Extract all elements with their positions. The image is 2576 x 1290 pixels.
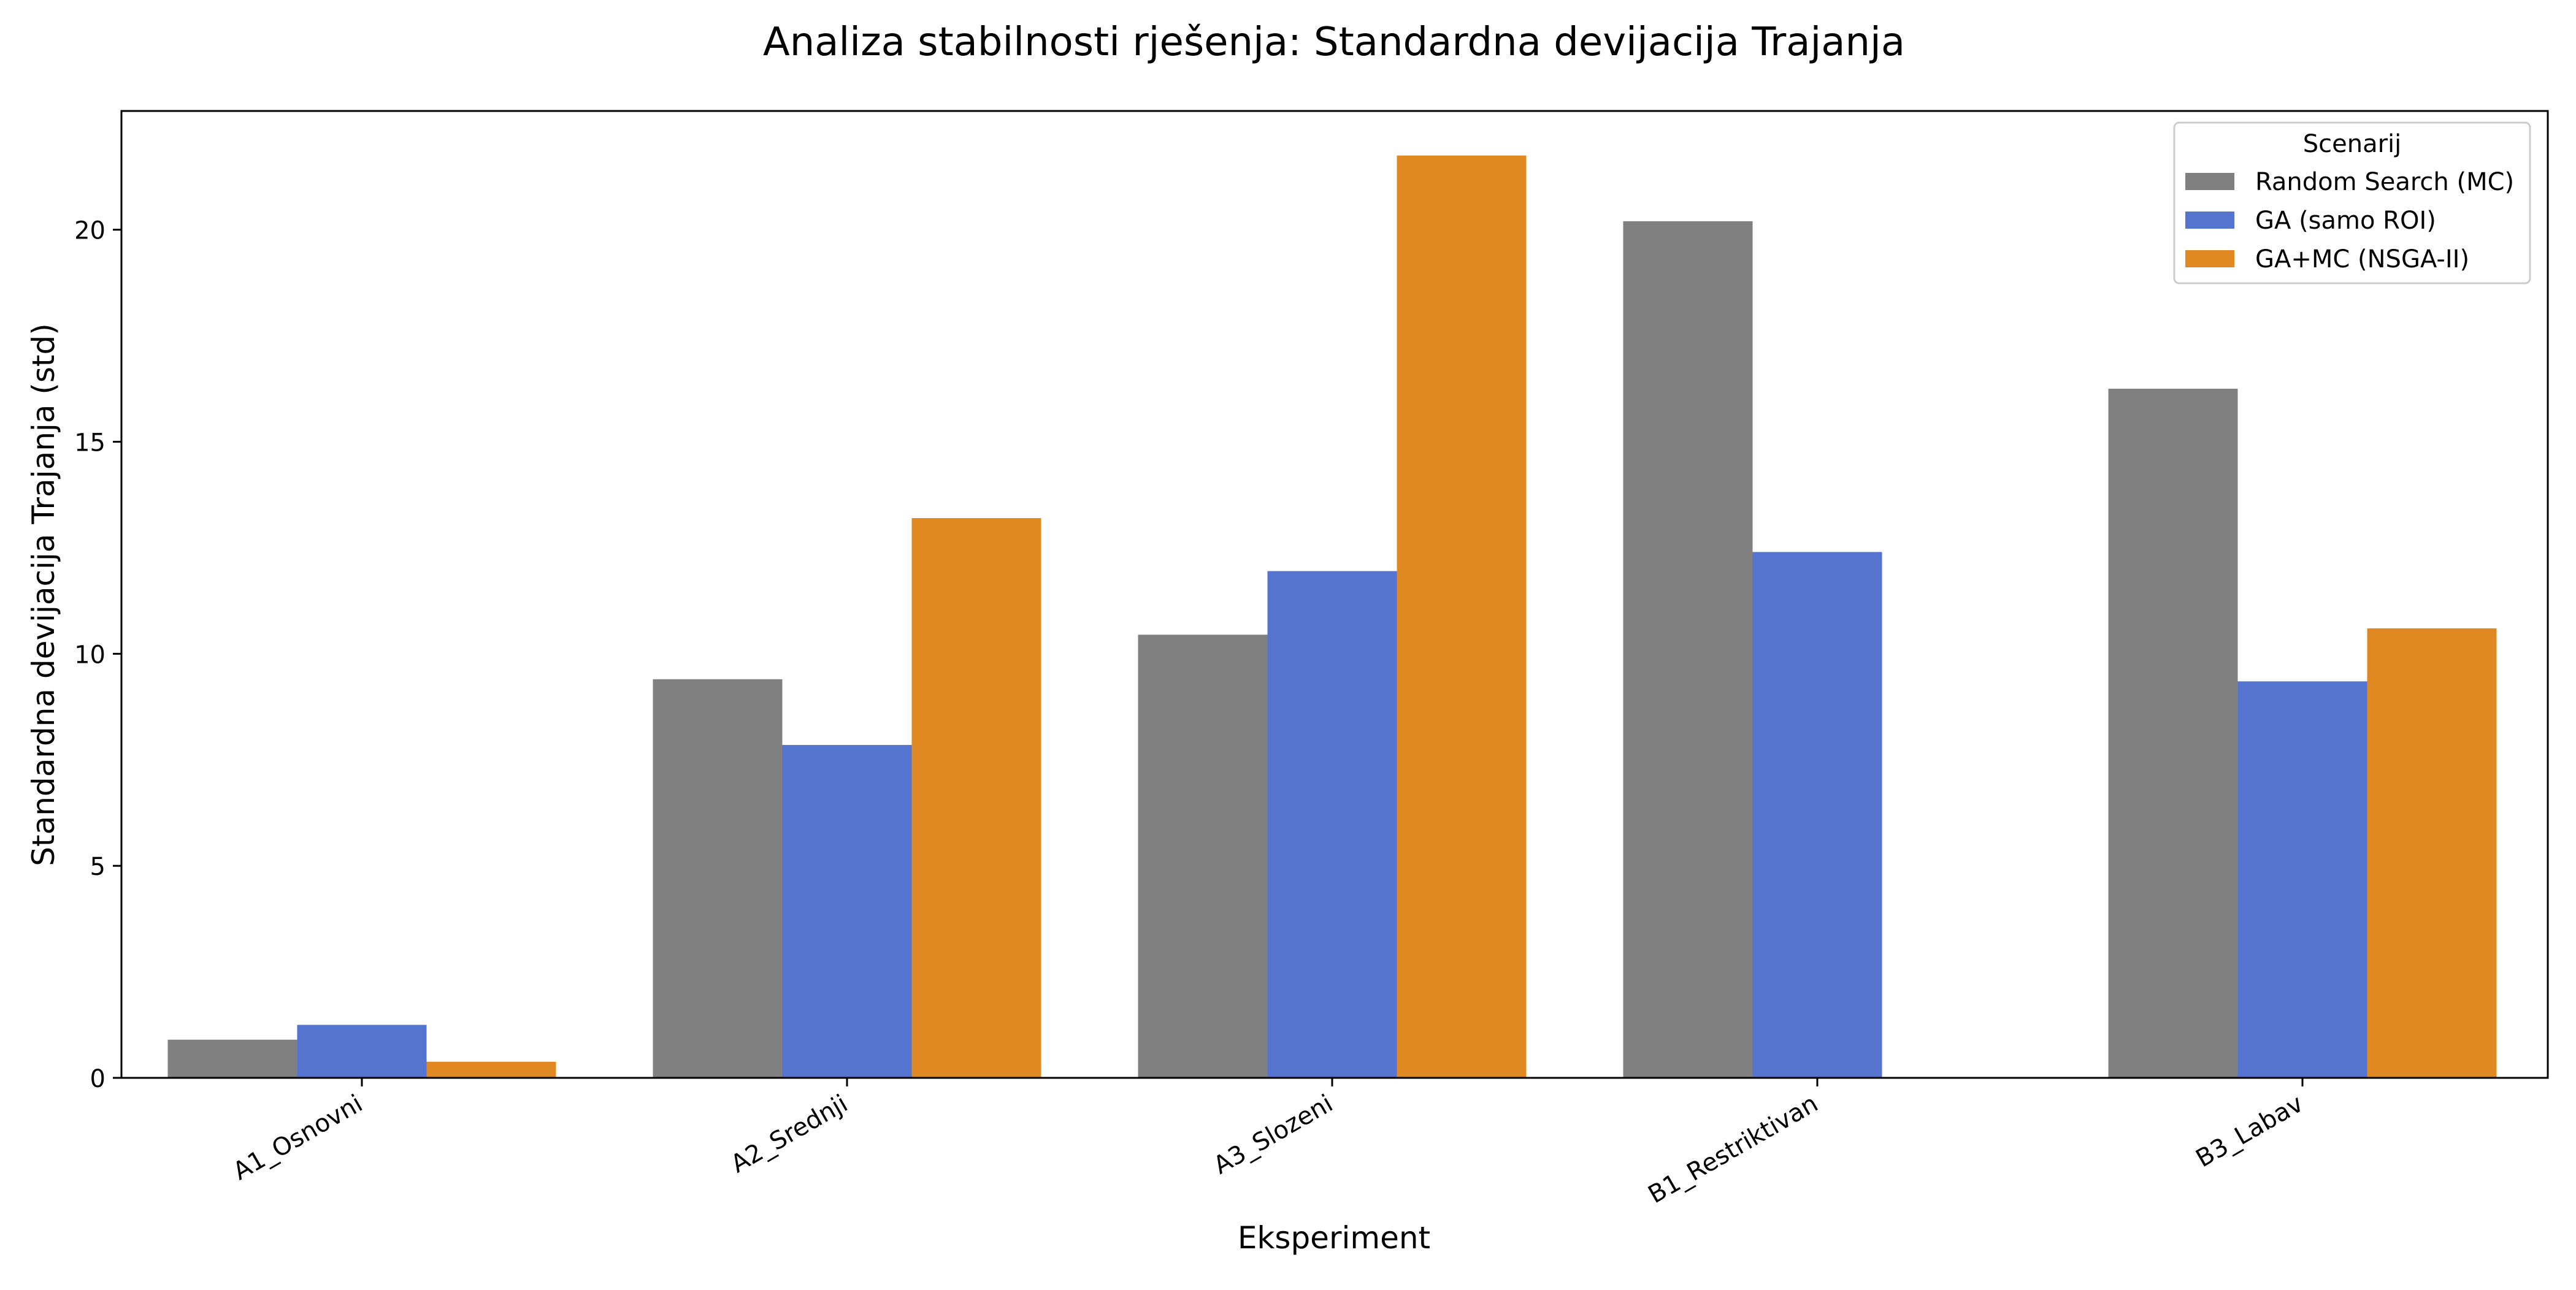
y-tick-label: 10 bbox=[74, 641, 105, 669]
bar-A3_Slozeni-s2 bbox=[1397, 155, 1527, 1078]
x-axis-label: Eksperiment bbox=[1238, 1220, 1430, 1256]
legend-title: Scenarij bbox=[2303, 130, 2402, 158]
legend-swatch-s0 bbox=[2185, 173, 2234, 190]
y-axis-label: Standardna devijacija Trajanja (std) bbox=[26, 323, 61, 866]
legend-swatch-s2 bbox=[2185, 250, 2234, 267]
chart-title: Analiza stabilnosti rješenja: Standardna… bbox=[763, 20, 1905, 65]
legend: Scenarij Random Search (MC) GA (samo ROI) G… bbox=[2173, 121, 2531, 284]
legend-label-s1: GA (samo ROI) bbox=[2255, 207, 2436, 235]
x-tick-label-A2_Srednji: A2_Srednji bbox=[726, 1090, 853, 1179]
legend-label-s2: GA+MC (NSGA-II) bbox=[2255, 245, 2469, 273]
y-tick-label: 20 bbox=[74, 217, 105, 245]
bar-A2_Srednji-s2 bbox=[911, 518, 1041, 1078]
legend-box bbox=[2173, 121, 2531, 284]
bar-A3_Slozeni-s1 bbox=[1267, 571, 1397, 1078]
legend-swatch-s1 bbox=[2185, 212, 2234, 229]
x-tick-label-A3_Slozeni: A3_Slozeni bbox=[1209, 1090, 1338, 1180]
bar-B3_Labav-s1 bbox=[2237, 681, 2367, 1078]
bar-B1_Restriktivan-s1 bbox=[1752, 552, 1882, 1078]
bar-A2_Srednji-s0 bbox=[653, 679, 783, 1078]
bars-layer bbox=[167, 155, 2497, 1078]
bar-A2_Srednji-s1 bbox=[782, 745, 912, 1078]
bar-A1_Osnovni-s1 bbox=[297, 1025, 427, 1078]
bar-B1_Restriktivan-s0 bbox=[1623, 221, 1753, 1078]
y-tick-label: 5 bbox=[90, 853, 105, 881]
y-tick-label: 15 bbox=[74, 429, 105, 457]
x-tick-label-B1_Restriktivan: B1_Restriktivan bbox=[1644, 1090, 1823, 1209]
bar-B3_Labav-s2 bbox=[2367, 628, 2497, 1078]
x-tick-label-B3_Labav: B3_Labav bbox=[2191, 1090, 2308, 1173]
y-tick-label: 0 bbox=[90, 1065, 105, 1093]
x-tick-label-A1_Osnovni: A1_Osnovni bbox=[228, 1090, 367, 1186]
plot-frame bbox=[120, 110, 2549, 1079]
bar-B3_Labav-s0 bbox=[2108, 389, 2238, 1078]
bar-A3_Slozeni-s0 bbox=[1138, 635, 1268, 1078]
legend-label-s0: Random Search (MC) bbox=[2255, 168, 2514, 196]
bar-A1_Osnovni-s0 bbox=[167, 1039, 297, 1078]
bar-A1_Osnovni-s2 bbox=[426, 1061, 556, 1078]
